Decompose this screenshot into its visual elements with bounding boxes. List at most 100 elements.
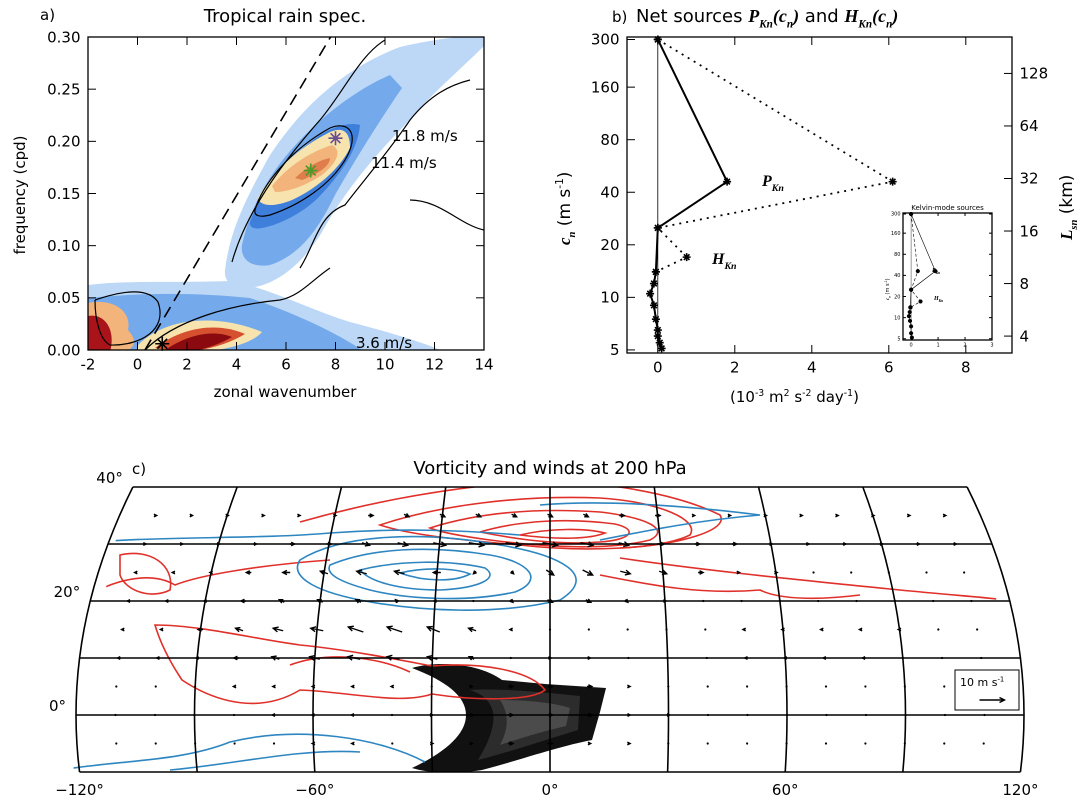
wind-vector bbox=[114, 713, 117, 717]
wind-vector bbox=[355, 569, 367, 576]
wind-vector bbox=[158, 627, 164, 632]
wind-vector bbox=[548, 628, 552, 631]
wind-vector bbox=[903, 742, 906, 745]
wind-vector bbox=[431, 569, 441, 576]
y-tick-label: 40 bbox=[600, 183, 619, 201]
wind-vector bbox=[855, 599, 858, 603]
wind-vector bbox=[196, 627, 203, 632]
wind-vector bbox=[350, 684, 355, 689]
wind-vector bbox=[547, 684, 555, 689]
wind-vector bbox=[821, 655, 827, 661]
wind-vector bbox=[785, 742, 788, 745]
plot-frame bbox=[626, 36, 1013, 354]
text-part: Net sources bbox=[636, 6, 748, 27]
y-tick-label: 0.00 bbox=[47, 341, 80, 359]
wind-vector bbox=[270, 655, 280, 661]
wind-vector bbox=[982, 742, 985, 745]
wind-vector bbox=[433, 541, 448, 548]
wind-vector bbox=[824, 742, 828, 745]
y-tick-label: 40° bbox=[96, 469, 123, 487]
wind-vector bbox=[164, 598, 169, 604]
data-point bbox=[649, 301, 658, 310]
y2-tick-label: 64 bbox=[1020, 117, 1039, 135]
wind-vector bbox=[740, 599, 743, 603]
y2-tick-label: 16 bbox=[1020, 222, 1039, 240]
wind-vector bbox=[234, 626, 244, 633]
x-axis-label: zonal wavenumber bbox=[214, 383, 358, 401]
wind-vector bbox=[216, 541, 222, 547]
wind-vector bbox=[785, 685, 788, 688]
text-part: (km) bbox=[1057, 175, 1077, 220]
wind-vector bbox=[893, 599, 896, 603]
wind-vector bbox=[901, 656, 904, 660]
data-point bbox=[909, 324, 914, 329]
wind-vector bbox=[232, 655, 239, 661]
wind-vector bbox=[904, 713, 907, 717]
data-point bbox=[303, 163, 318, 178]
data-point bbox=[653, 326, 662, 335]
wind-vector bbox=[665, 628, 668, 631]
text-part: H bbox=[843, 6, 859, 26]
wind-vector bbox=[864, 742, 867, 745]
data-point bbox=[909, 287, 914, 292]
wind-vector bbox=[704, 628, 707, 631]
wind-vector bbox=[390, 713, 394, 717]
wind-vector bbox=[143, 541, 148, 547]
wind-vector bbox=[857, 627, 863, 632]
wind-vector bbox=[587, 628, 590, 631]
wind-vector bbox=[508, 684, 515, 689]
wind-vector bbox=[943, 685, 946, 688]
reference-label: 10 m s-1 bbox=[960, 676, 1004, 689]
wind-vector bbox=[983, 713, 986, 717]
x-tick-label: 6 bbox=[884, 359, 894, 377]
spectrum-contours bbox=[88, 37, 484, 350]
data-point bbox=[908, 305, 913, 310]
x-tick-label: 1 bbox=[936, 343, 939, 349]
wind-vector bbox=[115, 655, 121, 661]
wind-vector bbox=[508, 712, 515, 718]
y-tick-label: 0.20 bbox=[47, 133, 80, 151]
text-part: ) bbox=[890, 6, 898, 27]
wind-vector bbox=[817, 599, 820, 603]
wind-vector bbox=[587, 655, 593, 661]
wind-vector bbox=[346, 625, 364, 633]
wind-vector bbox=[782, 655, 788, 661]
wind-vector bbox=[429, 741, 435, 746]
wind-vector bbox=[154, 685, 157, 688]
wind-vector bbox=[812, 571, 815, 574]
wind-vector bbox=[508, 741, 515, 746]
wind-vector bbox=[778, 599, 781, 603]
wind-vector bbox=[580, 541, 595, 548]
text-part: ) bbox=[853, 388, 859, 406]
y-tick-label: 20 bbox=[894, 294, 900, 300]
vorticity-contours bbox=[73, 487, 1027, 772]
data-point bbox=[328, 131, 343, 146]
wind-vector bbox=[743, 655, 748, 661]
text-part: 10 m s bbox=[960, 676, 998, 689]
data-point bbox=[907, 310, 912, 315]
wind-vector bbox=[694, 541, 702, 547]
wind-vector bbox=[155, 655, 160, 661]
wind-vector bbox=[903, 685, 906, 688]
annotation: 3.6 m/s bbox=[356, 334, 412, 352]
wind-vector bbox=[624, 598, 629, 604]
x-tick-label: 0° bbox=[541, 781, 558, 799]
y-axis-label: cn (m s-1) bbox=[554, 172, 578, 245]
wind-vector bbox=[346, 654, 361, 661]
annotation: HKn bbox=[711, 251, 737, 272]
wind-vector bbox=[354, 599, 362, 604]
wind-vector bbox=[385, 654, 400, 661]
wind-vector bbox=[194, 655, 199, 661]
y-tick-label: 300 bbox=[591, 31, 620, 49]
text-part: ) bbox=[555, 172, 575, 179]
annotation: PKn bbox=[932, 268, 940, 275]
wind-vector bbox=[542, 541, 560, 548]
x-tick-label: −120° bbox=[55, 781, 104, 799]
wind-vector bbox=[774, 570, 779, 575]
x-tick-label: 12 bbox=[425, 356, 444, 374]
text-part: (10 bbox=[730, 388, 755, 406]
wind-vector bbox=[940, 656, 944, 660]
text-part: ( bbox=[872, 6, 880, 27]
wind-vector bbox=[179, 541, 185, 547]
wind-vector bbox=[394, 598, 399, 604]
